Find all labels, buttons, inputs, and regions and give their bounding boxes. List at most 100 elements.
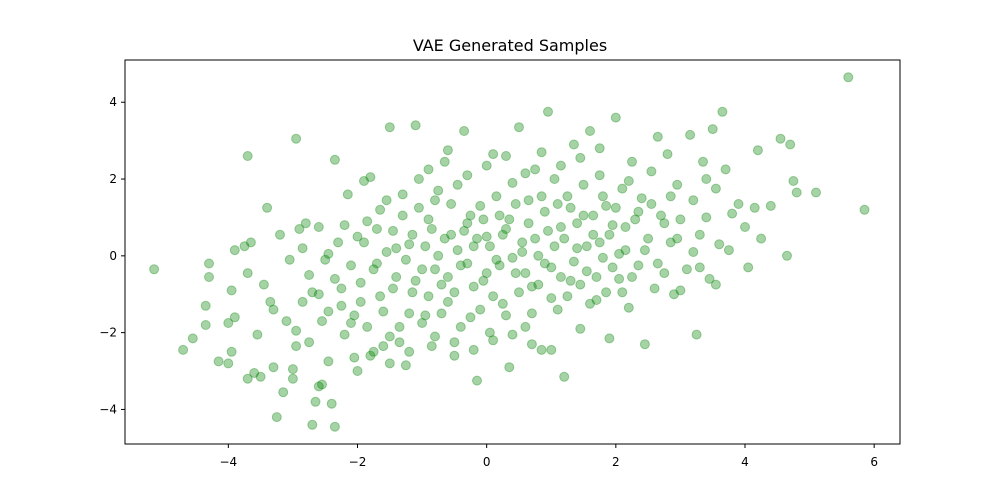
- data-point: [610, 112, 621, 123]
- data-point: [523, 195, 534, 206]
- data-point: [549, 241, 560, 252]
- data-point: [539, 206, 550, 217]
- data-point: [543, 106, 553, 117]
- data-point: [665, 191, 676, 202]
- data-point: [497, 229, 508, 240]
- data-point: [752, 145, 763, 156]
- data-point: [597, 252, 608, 263]
- data-point: [442, 296, 453, 307]
- data-point: [543, 225, 553, 236]
- data-point: [665, 237, 676, 248]
- data-point: [459, 126, 470, 136]
- data-point: [278, 387, 289, 398]
- data-point: [420, 241, 431, 252]
- data-point: [501, 151, 511, 161]
- data-point: [329, 273, 340, 284]
- data-point: [268, 362, 279, 373]
- data-point: [756, 233, 767, 244]
- data-point: [627, 156, 637, 167]
- data-point: [242, 268, 253, 279]
- data-point: [594, 143, 605, 154]
- data-point: [494, 260, 505, 271]
- data-point: [594, 237, 605, 248]
- x-tick-label: −4: [219, 455, 237, 469]
- data-point: [727, 208, 738, 219]
- data-point: [643, 233, 654, 244]
- data-point: [604, 333, 615, 344]
- data-point: [381, 195, 392, 206]
- data-point: [501, 310, 511, 321]
- data-point: [423, 291, 434, 302]
- data-point: [455, 260, 466, 271]
- data-point: [539, 258, 550, 269]
- data-point: [614, 273, 625, 284]
- data-point: [297, 243, 308, 254]
- data-point: [520, 321, 531, 332]
- x-tick-label: 6: [870, 455, 878, 469]
- data-point: [449, 287, 460, 298]
- data-point: [694, 229, 705, 240]
- data-point: [478, 214, 489, 225]
- x-tick-label: 2: [612, 455, 620, 469]
- data-point: [675, 285, 686, 296]
- data-point: [213, 356, 224, 367]
- data-point: [407, 287, 418, 298]
- data-point: [204, 258, 214, 269]
- data-point: [572, 243, 583, 254]
- data-point: [378, 341, 389, 352]
- data-point: [242, 373, 253, 384]
- data-point: [633, 206, 644, 217]
- data-point: [517, 247, 528, 257]
- data-point: [426, 224, 437, 234]
- y-tick-label: 0: [109, 249, 117, 263]
- data-point: [717, 106, 728, 117]
- data-point: [462, 218, 473, 229]
- data-point: [536, 147, 547, 158]
- data-point: [478, 275, 489, 286]
- data-point: [365, 350, 376, 361]
- data-point: [442, 272, 453, 282]
- data-point: [384, 358, 395, 369]
- data-point: [536, 344, 547, 355]
- data-point: [614, 248, 625, 259]
- y-tick-label: 4: [109, 95, 117, 109]
- data-point: [701, 212, 712, 223]
- data-point: [339, 329, 350, 340]
- data-point: [610, 202, 621, 213]
- data-point: [581, 241, 592, 252]
- data-point: [588, 229, 599, 240]
- data-point: [562, 191, 573, 202]
- data-point: [291, 325, 302, 336]
- data-point: [526, 308, 537, 319]
- data-point: [575, 323, 586, 334]
- data-point: [413, 202, 424, 213]
- data-point: [491, 191, 502, 202]
- data-point: [523, 218, 534, 229]
- data-point: [488, 291, 499, 302]
- data-point: [430, 331, 440, 342]
- data-point: [497, 298, 508, 309]
- data-point: [252, 329, 263, 340]
- data-point: [420, 310, 431, 321]
- data-point: [488, 335, 499, 346]
- data-point: [481, 231, 492, 242]
- data-point: [669, 289, 679, 300]
- data-point: [417, 264, 428, 275]
- data-point: [620, 245, 631, 256]
- data-point: [701, 174, 712, 184]
- data-point: [714, 239, 725, 250]
- x-tick-label: −2: [349, 455, 367, 469]
- data-point: [468, 344, 479, 355]
- data-point: [585, 298, 595, 309]
- data-point: [688, 247, 699, 257]
- data-point: [304, 270, 315, 280]
- x-tick-label: 4: [741, 455, 749, 469]
- data-point: [226, 346, 237, 357]
- data-point: [646, 166, 657, 177]
- data-point: [404, 239, 415, 250]
- data-point: [468, 241, 479, 252]
- data-point: [262, 202, 273, 213]
- data-point: [588, 210, 599, 221]
- data-point: [200, 320, 211, 330]
- data-point: [546, 262, 557, 273]
